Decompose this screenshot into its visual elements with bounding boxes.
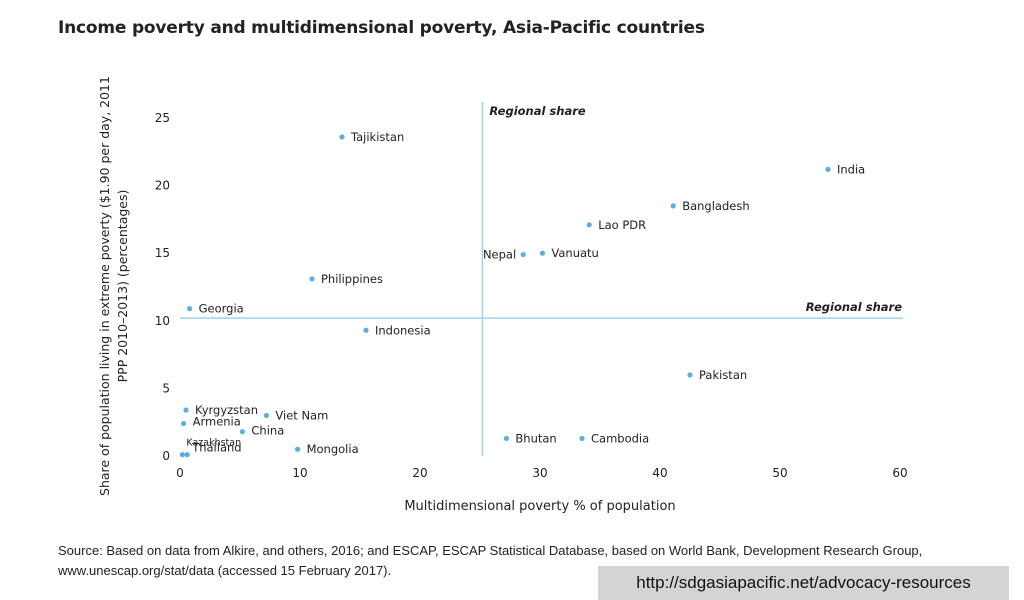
point-indonesia <box>363 327 369 333</box>
x-axis-label: Multidimensional poverty % of population <box>404 499 676 514</box>
regional-share-horizontal-label: Regional share <box>806 300 903 314</box>
point-label-china: China <box>251 424 284 438</box>
point-kyrgyzstan <box>183 407 189 413</box>
x-tick-label: 60 <box>892 466 907 480</box>
point-bhutan <box>503 435 509 442</box>
point-bangladesh <box>670 203 676 209</box>
source-note: Source: Based on data from Alkire, and o… <box>58 543 923 578</box>
y-tick-label: 0 <box>162 449 170 463</box>
x-tick-label: 0 <box>176 466 184 480</box>
x-tick-label: 30 <box>532 466 547 480</box>
point-label-viet-nam: Viet Nam <box>275 408 328 422</box>
point-label-kyrgyzstan: Kyrgyzstan <box>195 403 258 417</box>
point-tajikistan <box>339 134 345 140</box>
point-label-nepal: Nepal <box>483 248 516 262</box>
point-india <box>825 166 831 172</box>
point-philippines <box>309 276 315 282</box>
y-tick-label: 10 <box>155 314 170 328</box>
point-label-thailand: Thailand <box>191 441 241 455</box>
point-label-cambodia: Cambodia <box>591 431 649 445</box>
point-armenia <box>181 420 187 427</box>
point-label-vanuatu: Vanuatu <box>551 246 598 260</box>
point-label-india: India <box>837 162 865 176</box>
point-label-philippines: Philippines <box>321 272 383 286</box>
point-pakistan <box>687 372 693 378</box>
y-tick-label: 15 <box>155 246 170 260</box>
point-vanuatu <box>539 250 546 256</box>
point-label-armenia: Armenia <box>193 415 241 429</box>
point-label-georgia: Georgia <box>199 302 244 316</box>
x-tick-label: 10 <box>292 466 307 480</box>
point-label-lao-pdr: Lao PDR <box>598 218 646 232</box>
point-georgia <box>187 306 193 312</box>
point-mongolia <box>295 446 301 452</box>
point-label-indonesia: Indonesia <box>375 323 431 337</box>
reference-lines: Regional share Regional share <box>180 102 903 456</box>
point-label-bangladesh: Bangladesh <box>682 199 749 213</box>
point-label-mongolia: Mongolia <box>307 442 359 456</box>
x-tick-label: 50 <box>772 466 787 480</box>
point-nepal <box>520 251 526 258</box>
point-kazakhstan <box>179 452 185 458</box>
chart-title: Income poverty and multidimensional pove… <box>58 18 705 38</box>
point-lao-pdr <box>586 222 592 228</box>
y-tick-label: 5 <box>162 381 170 395</box>
regional-share-vertical-label: Regional share <box>489 104 586 118</box>
data-points: Tajikistan India Bangladesh Lao PDR Nepal Van… <box>179 130 865 458</box>
point-label-bhutan: Bhutan <box>515 431 556 445</box>
point-china <box>239 429 245 435</box>
url-banner[interactable]: http://sdgasiapacific.net/advocacy-resou… <box>598 566 1009 600</box>
y-tick-label: 20 <box>155 179 170 193</box>
point-label-pakistan: Pakistan <box>699 368 747 382</box>
point-label-kazakhstan: Kazakhstan <box>186 438 241 449</box>
point-cambodia <box>579 435 585 442</box>
x-tick-label: 20 <box>412 466 427 480</box>
point-viet-nam <box>263 412 269 419</box>
x-tick-label: 40 <box>652 466 667 480</box>
axes: 0 10 20 30 40 50 60 0 5 10 15 20 25 <box>155 111 908 480</box>
y-tick-label: 25 <box>155 111 170 125</box>
point-label-tajikistan: Tajikistan <box>350 130 404 144</box>
point-thailand <box>184 452 190 458</box>
